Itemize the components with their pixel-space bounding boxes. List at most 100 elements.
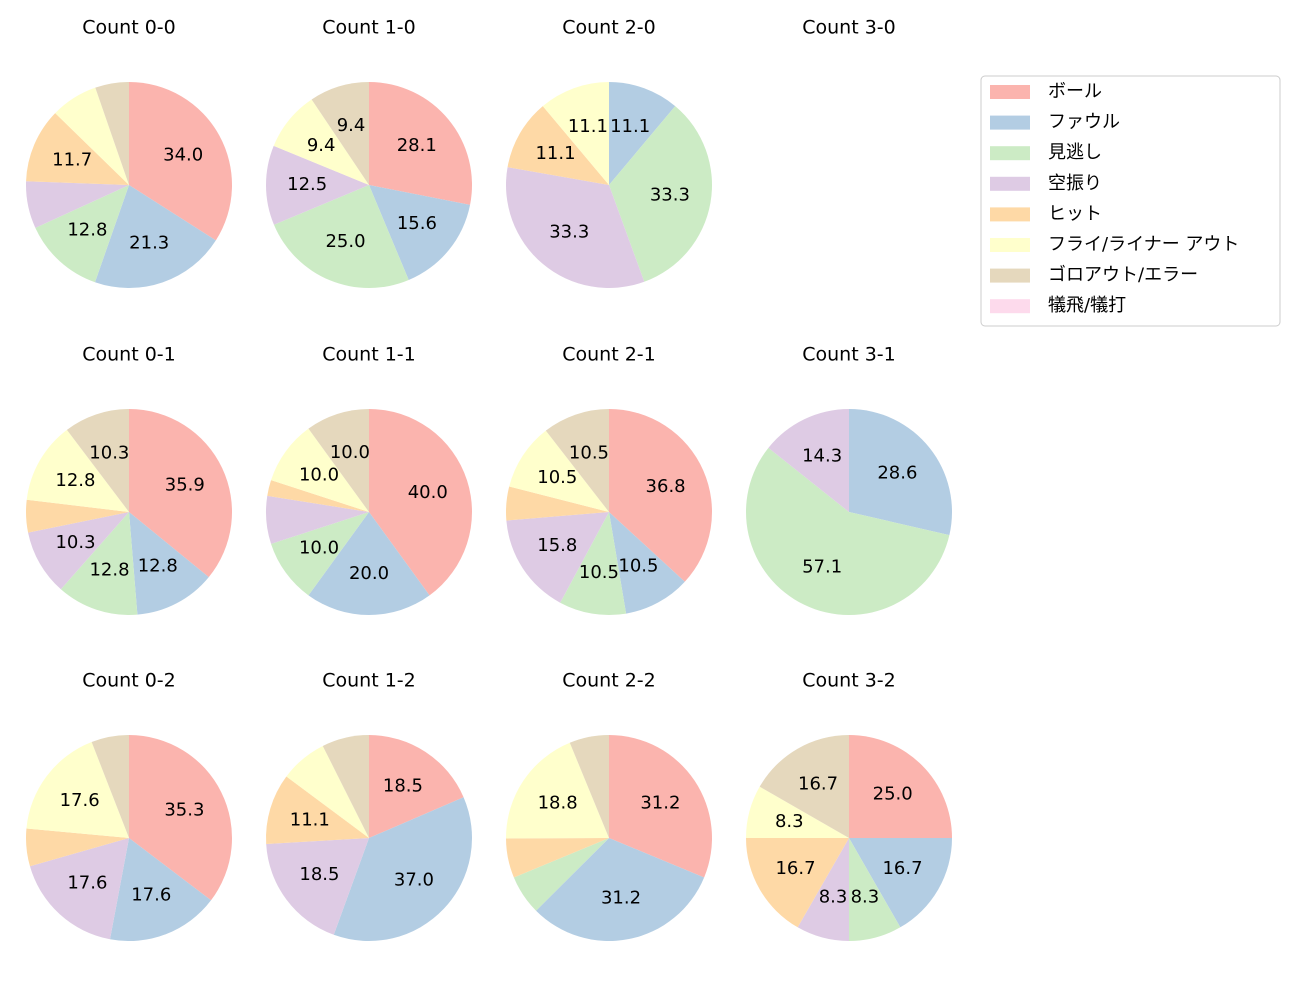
legend-swatch [990, 115, 1030, 130]
slice-label: 17.6 [60, 790, 100, 811]
pie-slice [91, 735, 129, 838]
pie-slice [542, 82, 609, 185]
slice-label: 11.7 [52, 150, 92, 171]
pie-slice [746, 838, 849, 928]
pie-slice [797, 838, 849, 941]
legend-label: 犠飛/犠打 [1048, 295, 1126, 316]
slice-label: 31.2 [601, 888, 641, 909]
pie-slice [271, 512, 369, 596]
pie-slice [29, 838, 130, 940]
pie-slice [109, 838, 212, 941]
pie-slice [609, 106, 712, 282]
pie-slice [55, 87, 129, 185]
slice-label: 10.5 [618, 555, 658, 576]
legend-label: ゴロアウト/エラー [1048, 265, 1198, 286]
slice-label: 10.5 [579, 562, 619, 583]
slice-label: 33.3 [650, 185, 690, 206]
slice-label: 20.0 [349, 563, 389, 584]
slice-label: 12.8 [67, 220, 107, 241]
slice-label: 10.3 [55, 532, 95, 553]
pie-slice [507, 106, 609, 185]
pie-slice [266, 776, 369, 844]
slice-label: 28.1 [397, 135, 437, 156]
pie-slice [266, 838, 369, 935]
slice-label: 10.0 [299, 537, 339, 558]
pie-slice [768, 409, 849, 512]
pie-slice [26, 181, 130, 228]
pie-slice [322, 735, 369, 838]
legend-swatch [990, 268, 1030, 283]
pie-slice [25, 828, 129, 867]
chart-title: Count 0-1 [82, 344, 176, 366]
slice-label: 40.0 [408, 482, 448, 503]
slice-label: 9.4 [337, 115, 366, 136]
pie-slice [66, 409, 129, 512]
pie-slice [273, 185, 409, 288]
pie-slice [94, 185, 216, 289]
pie-slice [609, 735, 712, 878]
slice-label: 10.0 [330, 442, 370, 463]
slice-label: 8.3 [819, 887, 848, 908]
legend-label: ヒット [1048, 203, 1102, 224]
slice-label: 35.9 [165, 475, 205, 496]
pie-slice [369, 409, 472, 596]
slice-label: 17.6 [67, 873, 107, 894]
pie-slice [609, 82, 676, 185]
slice-label: 34.0 [163, 144, 203, 165]
slice-label: 12.8 [55, 470, 95, 491]
chart-title: Count 1-1 [322, 344, 416, 366]
pie-slice [506, 838, 609, 878]
slice-label: 11.1 [568, 116, 608, 137]
slice-label: 35.3 [164, 800, 204, 821]
pie-slice [506, 167, 645, 288]
pie-slice [311, 82, 369, 185]
slice-label: 18.5 [383, 775, 423, 796]
slice-label: 10.5 [537, 467, 577, 488]
chart-title: Count 1-0 [322, 17, 416, 39]
slice-label: 12.5 [287, 174, 327, 195]
pie-slice [35, 185, 129, 283]
pie-slice [369, 185, 471, 281]
pie-slice [266, 145, 369, 225]
legend-swatch [990, 146, 1030, 161]
slice-label: 31.2 [640, 793, 680, 814]
pie-slice [308, 409, 369, 512]
pie-slice [849, 838, 901, 941]
pie-slice [560, 512, 627, 616]
slice-label: 12.8 [138, 556, 178, 577]
slice-label: 12.8 [89, 560, 129, 581]
legend-swatch [990, 85, 1030, 99]
slice-label: 15.8 [537, 535, 577, 556]
pie-slice [308, 512, 430, 615]
legend-swatch [990, 176, 1030, 191]
pie-slice [333, 797, 473, 941]
legend-label: 見逃し [1048, 142, 1102, 163]
slice-label: 9.4 [307, 135, 336, 156]
slice-label: 14.3 [802, 445, 842, 466]
slice-label: 10.3 [89, 442, 129, 463]
pie-slice [267, 480, 369, 512]
slice-label: 15.6 [397, 213, 437, 234]
legend-box [980, 75, 1281, 327]
chart-title: Count 3-1 [802, 344, 896, 366]
slice-label: 18.5 [299, 864, 339, 885]
slice-label: 17.6 [131, 885, 171, 906]
pie-slice [369, 82, 472, 205]
pie-slice [849, 838, 952, 928]
slice-label: 57.1 [802, 557, 842, 578]
pie-slice [26, 113, 129, 185]
pie-slice [505, 486, 609, 521]
pie-slice [26, 429, 129, 512]
pie-slice [849, 735, 952, 838]
pie-slice [759, 735, 849, 838]
pie-slice [26, 499, 130, 533]
slice-label: 28.6 [877, 463, 917, 484]
pie-slice [129, 512, 209, 615]
pie-slice [609, 512, 685, 614]
pie-slice [569, 735, 609, 838]
slice-label: 8.3 [775, 811, 804, 832]
slice-label: 11.1 [535, 143, 575, 164]
pie-slice [28, 512, 130, 590]
